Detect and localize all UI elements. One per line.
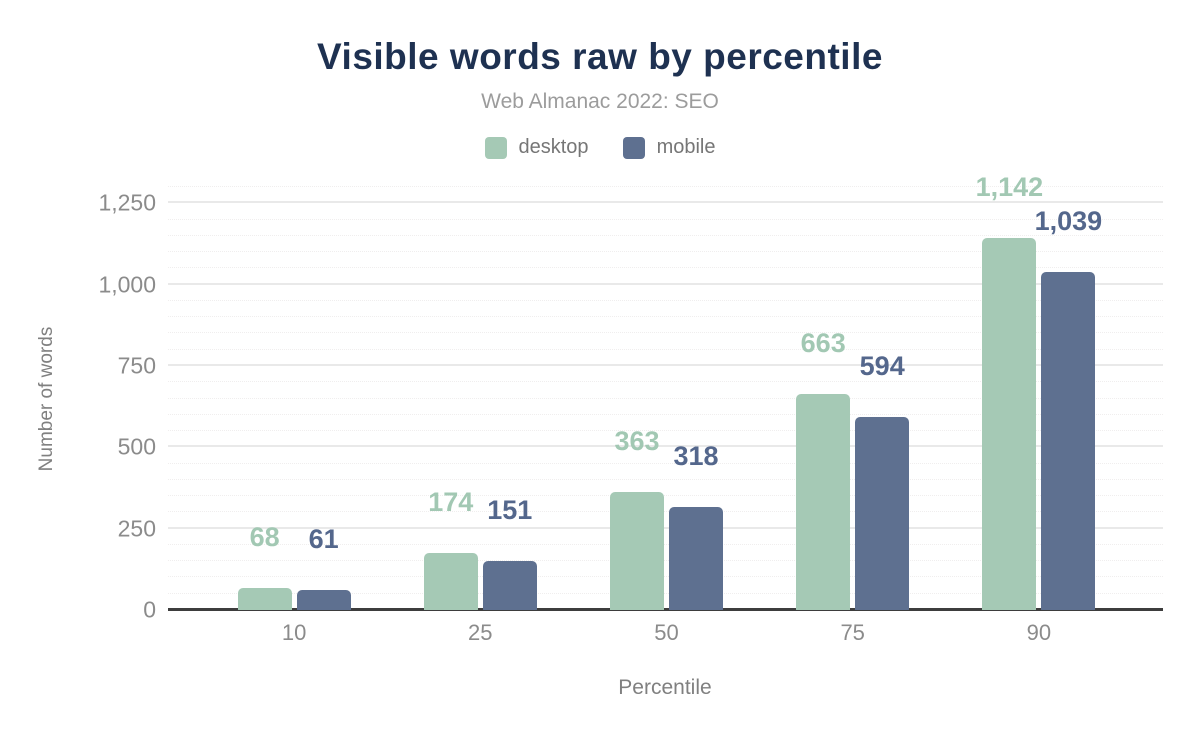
bar-label-desktop-p10: 68 <box>249 521 280 552</box>
y-tick-label-250: 250 <box>117 515 156 542</box>
legend-item-mobile: mobile <box>622 136 716 159</box>
gridline <box>168 201 1163 204</box>
gridline <box>168 592 1163 594</box>
bar-mobile-p75[interactable] <box>855 416 910 610</box>
gridline <box>168 543 1163 545</box>
bar-label-desktop-p25: 174 <box>428 487 474 518</box>
y-tick-label-750: 750 <box>117 352 156 379</box>
bar-desktop-p25[interactable] <box>423 553 478 610</box>
bar-label-mobile-p75: 594 <box>859 350 905 381</box>
bar-desktop-p75[interactable] <box>796 394 851 610</box>
bar-mobile-p90[interactable] <box>1041 271 1096 610</box>
gridline <box>168 251 1163 253</box>
legend-item-desktop: desktop <box>484 136 589 159</box>
gridline <box>168 478 1163 480</box>
bar-label-desktop-p90: 1,142 <box>975 172 1044 203</box>
gridline <box>168 430 1163 432</box>
gridline <box>168 363 1163 366</box>
bar-label-mobile-p90: 1,039 <box>1034 205 1103 236</box>
gridline <box>168 299 1163 301</box>
x-tick-label-90: 90 <box>1026 620 1052 645</box>
bar-mobile-p10[interactable] <box>296 590 351 610</box>
gridline <box>168 413 1163 415</box>
gridline <box>168 186 1163 187</box>
gridline <box>168 495 1163 497</box>
bar-desktop-p90[interactable] <box>982 238 1037 610</box>
gridline <box>168 445 1163 448</box>
bar-mobile-p25[interactable] <box>482 560 537 610</box>
chart-title: Visible words raw by percentile <box>317 36 883 77</box>
bar-desktop-p10[interactable] <box>237 587 292 610</box>
y-tick-label-1250: 1,250 <box>98 189 156 216</box>
gridline <box>168 316 1163 318</box>
x-axis-line <box>168 608 1163 611</box>
gridline <box>168 332 1163 334</box>
gridline <box>168 234 1163 236</box>
legend-swatch-desktop-icon <box>484 136 507 159</box>
bar-label-desktop-p50: 363 <box>614 425 660 456</box>
bar-label-desktop-p75: 663 <box>800 328 846 359</box>
gridline <box>168 526 1163 529</box>
x-tick-label-50: 50 <box>654 620 679 645</box>
bar-label-mobile-p10: 61 <box>308 524 339 555</box>
gridline <box>168 267 1163 269</box>
x-tick-label-10: 10 <box>281 620 307 645</box>
plot-area: 68 61 174 151 363 318 663 594 1,142 1,039 <box>168 172 1163 611</box>
gridline <box>168 348 1163 350</box>
gridline <box>168 560 1163 562</box>
bar-label-mobile-p25: 151 <box>487 494 533 525</box>
y-tick-label-500: 500 <box>117 433 156 460</box>
gridline <box>168 397 1163 399</box>
bar-desktop-p50[interactable] <box>610 491 664 610</box>
y-tick-label-1000: 1,000 <box>98 271 156 298</box>
legend-swatch-mobile-icon <box>622 136 645 159</box>
legend-label-desktop: desktop <box>518 136 589 158</box>
legend-label-mobile: mobile <box>656 136 716 158</box>
gridline <box>168 381 1163 383</box>
x-tick-label-75: 75 <box>840 620 865 645</box>
gridline <box>168 576 1163 578</box>
gridline <box>168 462 1163 464</box>
gridline <box>168 511 1163 513</box>
y-tick-label-0: 0 <box>143 596 156 623</box>
gridline <box>168 218 1163 220</box>
x-tick-label-25: 25 <box>468 620 493 645</box>
x-axis-title: Percentile <box>618 676 712 699</box>
gridline <box>168 282 1163 285</box>
legend: desktop mobile <box>0 136 1200 159</box>
bar-label-mobile-p50: 318 <box>673 440 719 471</box>
bar-mobile-p50[interactable] <box>669 506 723 610</box>
chart-subtitle: Web Almanac 2022: SEO <box>481 90 719 113</box>
